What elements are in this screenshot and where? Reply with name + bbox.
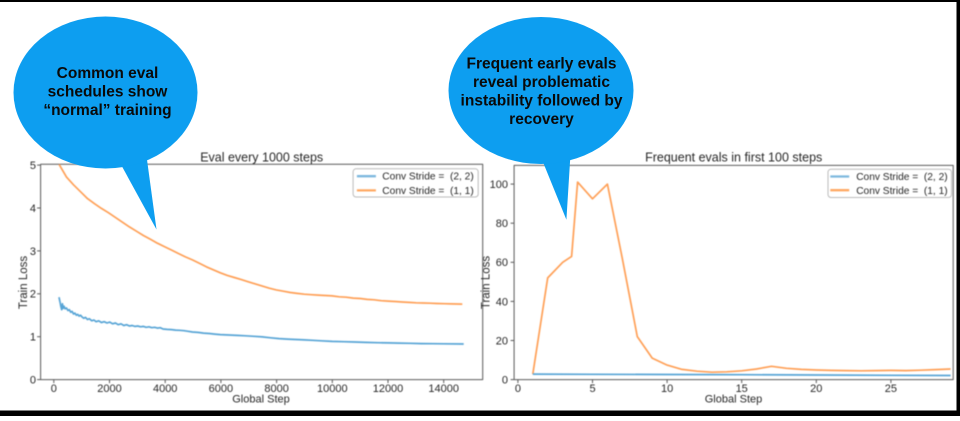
- svg-text:Train Loss: Train Loss: [18, 256, 30, 310]
- svg-text:schedules show: schedules show: [48, 84, 169, 101]
- svg-text:Global Step: Global Step: [705, 393, 762, 405]
- svg-text:2000: 2000: [97, 383, 121, 395]
- svg-text:Conv Stride = (1, 1): Conv Stride = (1, 1): [382, 186, 473, 197]
- svg-text:80: 80: [496, 218, 508, 230]
- svg-text:100: 100: [490, 179, 508, 191]
- svg-text:Train Loss: Train Loss: [481, 256, 493, 310]
- svg-text:Global Step: Global Step: [232, 393, 289, 405]
- svg-text:Frequent evals in first 100 st: Frequent evals in first 100 steps: [645, 151, 822, 165]
- svg-text:12000: 12000: [373, 383, 404, 395]
- svg-text:“normal” training: “normal” training: [43, 102, 171, 119]
- svg-text:Common eval: Common eval: [57, 65, 159, 82]
- svg-text:5: 5: [589, 383, 595, 395]
- svg-text:recovery: recovery: [509, 111, 574, 128]
- svg-text:0: 0: [51, 383, 57, 395]
- svg-text:40: 40: [496, 296, 508, 308]
- svg-text:25: 25: [885, 383, 897, 395]
- svg-text:6000: 6000: [209, 383, 233, 395]
- svg-text:20: 20: [496, 335, 508, 347]
- svg-text:4000: 4000: [153, 383, 177, 395]
- svg-text:1: 1: [30, 332, 36, 344]
- svg-text:0: 0: [515, 383, 521, 395]
- svg-text:Frequent early evals: Frequent early evals: [467, 55, 617, 72]
- svg-text:2: 2: [30, 289, 36, 301]
- svg-text:20: 20: [810, 383, 822, 395]
- svg-text:Eval every 1000 steps: Eval every 1000 steps: [200, 151, 323, 165]
- svg-text:0: 0: [502, 375, 508, 387]
- svg-text:5: 5: [30, 160, 36, 172]
- svg-text:instability followed by: instability followed by: [461, 92, 623, 109]
- svg-text:Conv Stride = (2, 2): Conv Stride = (2, 2): [382, 172, 473, 183]
- svg-text:4: 4: [30, 203, 36, 215]
- svg-text:3: 3: [30, 246, 36, 258]
- svg-text:Conv Stride = (1, 1): Conv Stride = (1, 1): [856, 186, 947, 197]
- svg-text:Conv Stride = (2, 2): Conv Stride = (2, 2): [856, 172, 947, 183]
- svg-text:10000: 10000: [317, 383, 348, 395]
- svg-text:reveal problematic: reveal problematic: [473, 74, 610, 91]
- svg-text:0: 0: [30, 375, 36, 387]
- svg-text:10: 10: [661, 383, 673, 395]
- svg-text:14000: 14000: [428, 383, 459, 395]
- svg-text:60: 60: [496, 257, 508, 269]
